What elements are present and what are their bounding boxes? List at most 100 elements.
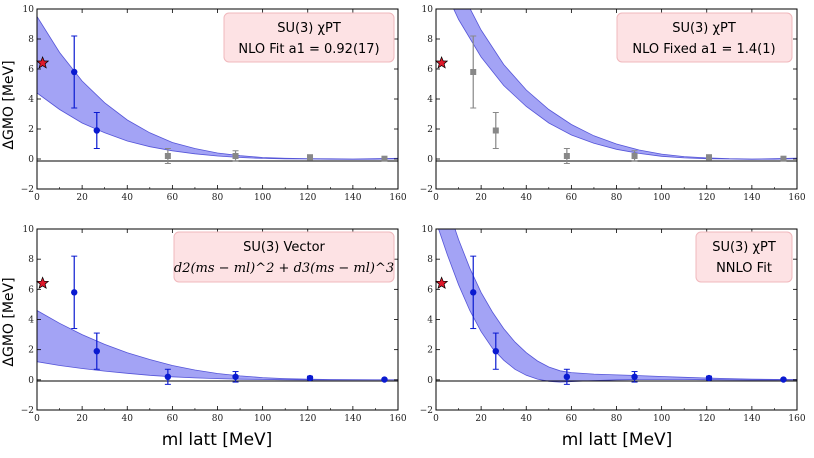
y-tick-label: 0	[427, 155, 433, 165]
x-tick-label: 100	[254, 193, 271, 203]
y-tick-label: 0	[427, 376, 433, 386]
physical-point-star-icon	[434, 276, 449, 289]
x-tick-label: 0	[433, 414, 439, 424]
marker	[492, 127, 499, 134]
data-point	[381, 155, 388, 162]
marker	[470, 69, 477, 75]
fit-band	[438, 229, 797, 383]
data-point	[232, 150, 239, 162]
y-tick-label: 2	[427, 125, 433, 135]
fit-band	[453, 9, 797, 160]
x-tick-label: 20	[76, 193, 88, 203]
x-tick-label: 20	[76, 414, 88, 424]
marker	[381, 155, 388, 162]
marker	[631, 373, 638, 381]
y-tick-label: 10	[422, 225, 434, 235]
x-tick-label: 0	[34, 193, 40, 203]
y-axis-label: ΔGMO [MeV]	[1, 277, 17, 366]
data-point	[470, 255, 477, 330]
data-point	[164, 368, 172, 385]
annotation-box: SU(3) Vector d2(ms − ml)^2 + d3(ms − ml)…	[173, 231, 395, 283]
y-tick-label: −2	[420, 406, 433, 416]
y-tick-label: 2	[28, 346, 34, 356]
data-point	[470, 35, 477, 109]
annotation-box: SU(3) χPT NLO Fit a1 = 0.92(17)	[223, 12, 395, 63]
y-tick-label: −2	[420, 185, 433, 195]
y-tick-label: 4	[427, 95, 433, 105]
marker	[563, 153, 570, 159]
x-tick-label: 0	[433, 193, 439, 203]
marker	[492, 347, 499, 355]
data-point	[93, 112, 100, 149]
y-tick-label: 6	[28, 65, 34, 75]
y-tick-label: 6	[427, 65, 433, 75]
y-tick-label: 8	[28, 35, 34, 45]
y-tick-label: 8	[427, 255, 433, 265]
x-tick-label: 160	[788, 414, 805, 424]
physical-point-star-icon	[35, 56, 50, 69]
annotation-box: SU(3) χPT NLO Fixed a1 = 1.4(1)	[616, 12, 793, 63]
marker	[93, 127, 100, 134]
data-point	[232, 371, 239, 383]
marker	[631, 153, 638, 159]
x-tick-label: 40	[521, 414, 533, 424]
y-tick-label: 4	[28, 316, 34, 326]
x-tick-label: 160	[389, 414, 406, 424]
x-tick-label: 80	[212, 193, 224, 203]
data-point	[164, 148, 171, 164]
x-tick-label: 120	[299, 193, 316, 203]
data-point	[71, 255, 78, 330]
x-tick-label: 40	[122, 414, 134, 424]
x-tick-label: 20	[475, 414, 487, 424]
annotation-line-1: SU(3) χPT	[277, 21, 341, 36]
data-point	[706, 154, 713, 161]
x-tick-label: 60	[566, 193, 578, 203]
annotation-line-2: NLO Fit a1 = 0.92(17)	[238, 42, 379, 57]
y-tick-label: −2	[21, 185, 34, 195]
fit-band	[37, 310, 398, 381]
marker	[93, 347, 100, 355]
x-tick-label: 140	[344, 193, 361, 203]
x-tick-label: 60	[167, 193, 179, 203]
x-tick-label: 160	[389, 193, 406, 203]
y-tick-label: 0	[28, 155, 34, 165]
marker	[71, 289, 78, 296]
data-point	[780, 376, 787, 383]
y-tick-label: 0	[28, 376, 34, 386]
annotation-line-1: SU(3) χPT	[672, 21, 736, 36]
data-point	[307, 154, 314, 161]
marker	[470, 289, 477, 296]
x-tick-label: 140	[344, 414, 361, 424]
marker	[232, 153, 239, 159]
y-tick-label: 2	[28, 125, 34, 135]
data-point	[631, 371, 638, 383]
data-point	[780, 155, 787, 162]
y-tick-label: 8	[427, 35, 433, 45]
marker	[705, 374, 713, 382]
x-tick-label: 60	[167, 414, 179, 424]
y-tick-label: −2	[21, 406, 34, 416]
x-tick-label: 120	[698, 414, 715, 424]
data-point	[71, 35, 78, 109]
physical-point-star-icon	[434, 56, 449, 69]
y-tick-label: 10	[23, 225, 35, 235]
data-point	[631, 150, 638, 162]
data-point	[492, 112, 499, 149]
x-tick-label: 140	[743, 193, 760, 203]
marker	[71, 68, 78, 76]
x-tick-label: 40	[521, 193, 533, 203]
x-tick-label: 0	[34, 414, 40, 424]
y-tick-label: 10	[23, 5, 35, 15]
x-tick-label: 160	[788, 193, 805, 203]
annotation-line-2: NNLO Fit	[716, 261, 772, 276]
x-tick-label: 100	[254, 414, 271, 424]
y-tick-label: 8	[28, 255, 34, 265]
fit-band	[37, 15, 398, 160]
marker	[164, 153, 171, 159]
x-tick-label: 80	[611, 193, 623, 203]
y-axis-label: ΔGMO [MeV]	[1, 60, 17, 149]
